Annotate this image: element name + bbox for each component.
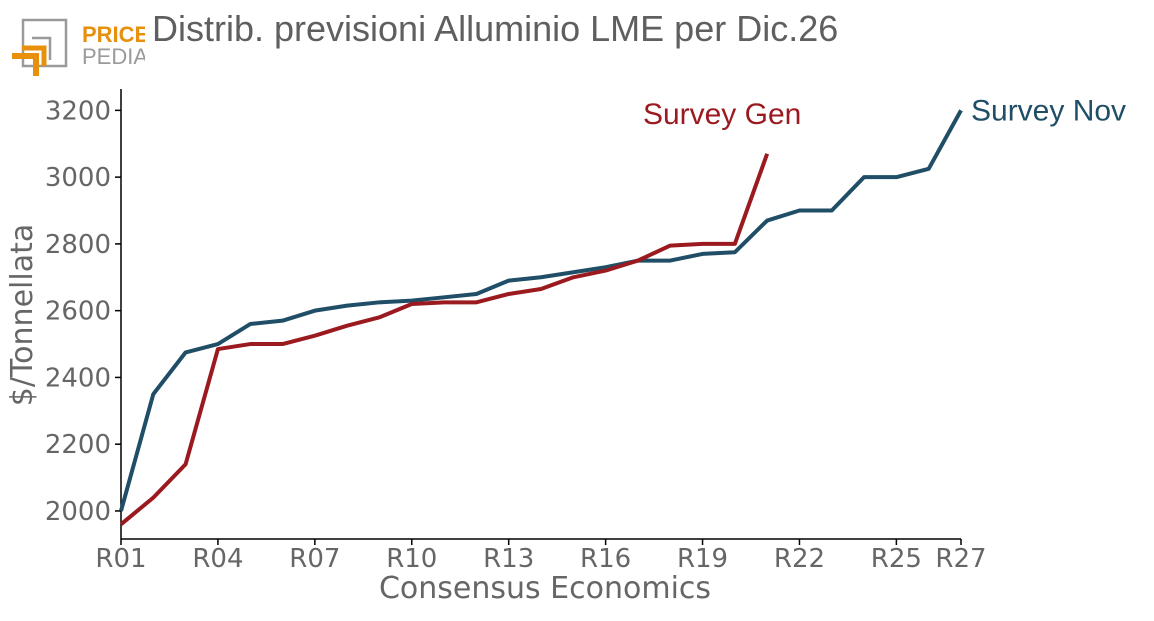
series-line-survey-gen [119, 153, 770, 526]
x-tick-label: R10 [386, 544, 437, 574]
y-axis-label: $/Tonnellata [5, 224, 40, 406]
series-label: Survey Gen [643, 98, 801, 131]
x-tick-label: R07 [289, 544, 340, 574]
y-tick-label: 3000 [45, 163, 111, 193]
svg-text:PEDIA: PEDIA [82, 44, 145, 69]
svg-text:PRICE: PRICE [82, 22, 145, 47]
pricepedia-logo: PRICE PEDIA [12, 18, 145, 76]
y-tick-label: 2600 [45, 297, 111, 327]
x-tick-label: R22 [774, 544, 825, 574]
y-tick-label: 2200 [45, 430, 111, 460]
x-tick-label: R27 [935, 544, 986, 574]
y-tick-label: 2800 [45, 230, 111, 260]
series-line-survey-nov [119, 109, 963, 512]
x-tick-label: R19 [677, 544, 728, 574]
x-axis-label: Consensus Economics [379, 571, 711, 606]
y-tick-label: 2000 [45, 497, 111, 527]
y-tick-label: 2400 [45, 363, 111, 393]
x-tick-label: R16 [580, 544, 631, 574]
series-label: Survey Nov [971, 94, 1126, 127]
x-tick-label: R13 [483, 544, 534, 574]
y-tick-label: 3200 [45, 96, 111, 126]
x-tick-label: R04 [192, 544, 243, 574]
chart-title: Distrib. previsioni Alluminio LME per Di… [152, 8, 839, 49]
x-tick-label: R25 [871, 544, 922, 574]
x-tick-label: R01 [95, 544, 146, 574]
